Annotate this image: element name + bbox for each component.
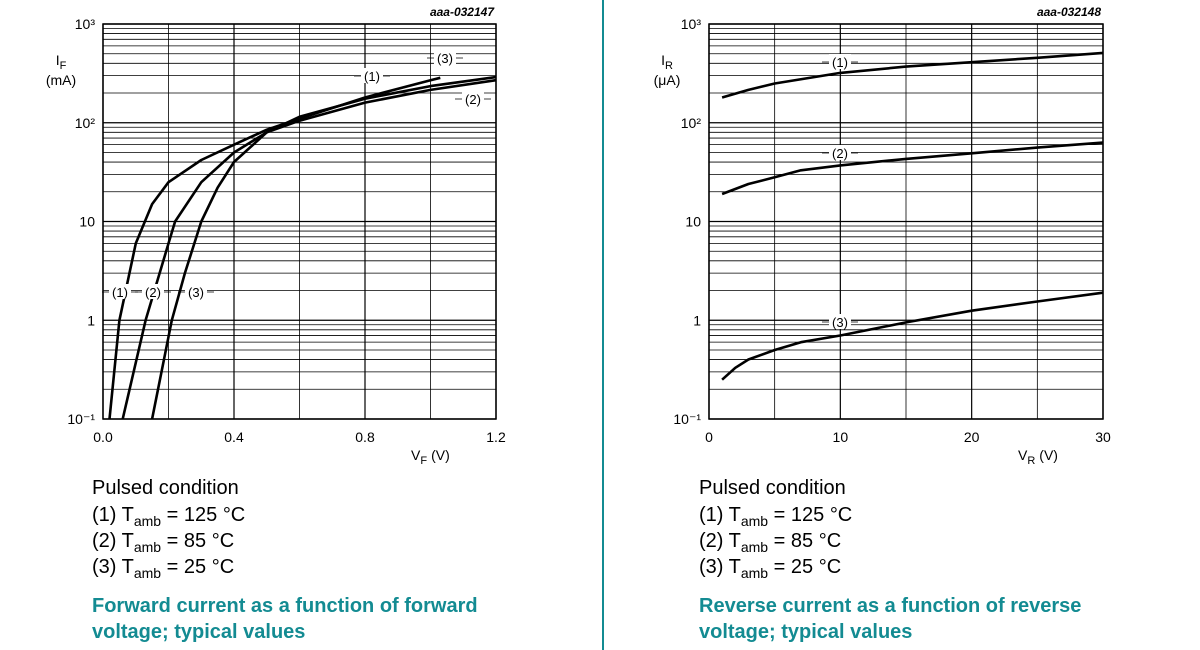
x-axis-label: VR (V) (1018, 447, 1058, 467)
y-axis-symbol: I (661, 52, 665, 68)
note-text: (3) T (699, 556, 741, 578)
y-tick-label: 10³ (681, 16, 702, 32)
note-subscript: amb (134, 539, 161, 555)
note-subscript: amb (741, 565, 768, 581)
curve (108, 76, 441, 420)
label-mask (142, 284, 164, 299)
note-title: Pulsed condition (92, 477, 239, 499)
x-axis-label: VF (V) (411, 447, 450, 467)
label-mask (361, 68, 383, 83)
y-tick-label: 10² (75, 115, 96, 131)
y-tick-label: 1 (693, 312, 701, 328)
label-mask (829, 314, 851, 329)
note-text: (3) T (92, 556, 134, 578)
curve-label: (2) (832, 146, 848, 161)
x-tick-label: 0.0 (93, 429, 113, 445)
plot-frame (102, 23, 497, 420)
plot (102, 23, 497, 420)
label-mask (434, 50, 456, 65)
x-axis-subscript: R (1027, 455, 1035, 467)
x-tick-label: 0.8 (355, 429, 375, 445)
label-mask (829, 145, 851, 160)
note: (1) Tamb = 125 °C (92, 504, 245, 529)
label-mask (185, 284, 207, 299)
curve (721, 291, 1104, 381)
plot-frame (708, 23, 1104, 420)
curve-label: (3) (188, 285, 204, 300)
curve-label: (1) (112, 285, 128, 300)
curve (121, 78, 497, 420)
note-rest: = 25 °C (161, 556, 234, 578)
note-subscript: amb (134, 565, 161, 581)
x-tick-label: 1.2 (486, 429, 506, 445)
y-tick-label: 1 (87, 312, 95, 328)
x-tick-label: 0 (705, 429, 713, 445)
note: (1) Tamb = 125 °C (699, 504, 852, 529)
curve-label: (3) (437, 51, 453, 66)
y-axis-subscript: R (665, 60, 673, 72)
curve-label: (3) (832, 315, 848, 330)
curve-label: (1) (364, 69, 380, 84)
label-mask (829, 54, 851, 69)
curve (721, 51, 1104, 99)
caption: Reverse current as a function of reverse (699, 595, 1081, 617)
y-axis-subscript: F (60, 60, 67, 72)
note-rest: = 125 °C (768, 504, 852, 526)
x-axis-unit: (V) (431, 447, 450, 463)
label-mask (109, 284, 131, 299)
note: (3) Tamb = 25 °C (92, 556, 234, 581)
note-rest: = 125 °C (161, 504, 245, 526)
note-text: (2) T (699, 530, 741, 552)
note-rest: = 85 °C (161, 530, 234, 552)
x-axis-subscript: F (420, 455, 427, 467)
y-tick-label: 10⁻¹ (67, 411, 95, 427)
y-tick-label: 10 (79, 214, 95, 230)
note-text: (1) T (699, 504, 741, 526)
note-subscript: amb (741, 539, 768, 555)
y-tick-label: 10³ (75, 16, 96, 32)
note: (2) Tamb = 85 °C (699, 530, 841, 555)
y-axis-unit: (μA) (654, 72, 681, 88)
y-axis-label: IR (661, 52, 673, 72)
y-axis-unit: (mA) (46, 72, 76, 88)
x-tick-label: 20 (964, 429, 980, 445)
curve (721, 141, 1104, 196)
curve (150, 75, 497, 420)
x-axis-symbol: V (1018, 447, 1028, 463)
note-rest: = 85 °C (768, 530, 841, 552)
note: (3) Tamb = 25 °C (699, 556, 841, 581)
x-axis-symbol: V (411, 447, 421, 463)
figure-code: aaa-032147 (430, 5, 495, 19)
label-mask (462, 91, 484, 106)
note-subscript: amb (741, 513, 768, 529)
note-text: (1) T (92, 504, 134, 526)
caption: voltage; typical values (92, 621, 305, 643)
x-tick-label: 10 (833, 429, 849, 445)
note-text: (2) T (92, 530, 134, 552)
caption: voltage; typical values (699, 621, 912, 643)
y-tick-label: 10⁻¹ (673, 411, 701, 427)
note-title: Pulsed condition (699, 477, 846, 499)
note: (2) Tamb = 85 °C (92, 530, 234, 555)
y-tick-label: 10 (685, 214, 701, 230)
caption: Forward current as a function of forward (92, 595, 478, 617)
curve-label: (2) (145, 285, 161, 300)
y-axis-label: IF (56, 52, 67, 72)
figure-code: aaa-032148 (1037, 5, 1101, 19)
x-tick-label: 30 (1095, 429, 1111, 445)
note-rest: = 25 °C (768, 556, 841, 578)
x-tick-label: 0.4 (224, 429, 244, 445)
curve-label: (1) (832, 55, 848, 70)
y-tick-label: 10² (681, 115, 702, 131)
y-axis-symbol: I (56, 52, 60, 68)
curve-label: (2) (465, 92, 481, 107)
note-subscript: amb (134, 513, 161, 529)
x-axis-unit: (V) (1039, 447, 1058, 463)
